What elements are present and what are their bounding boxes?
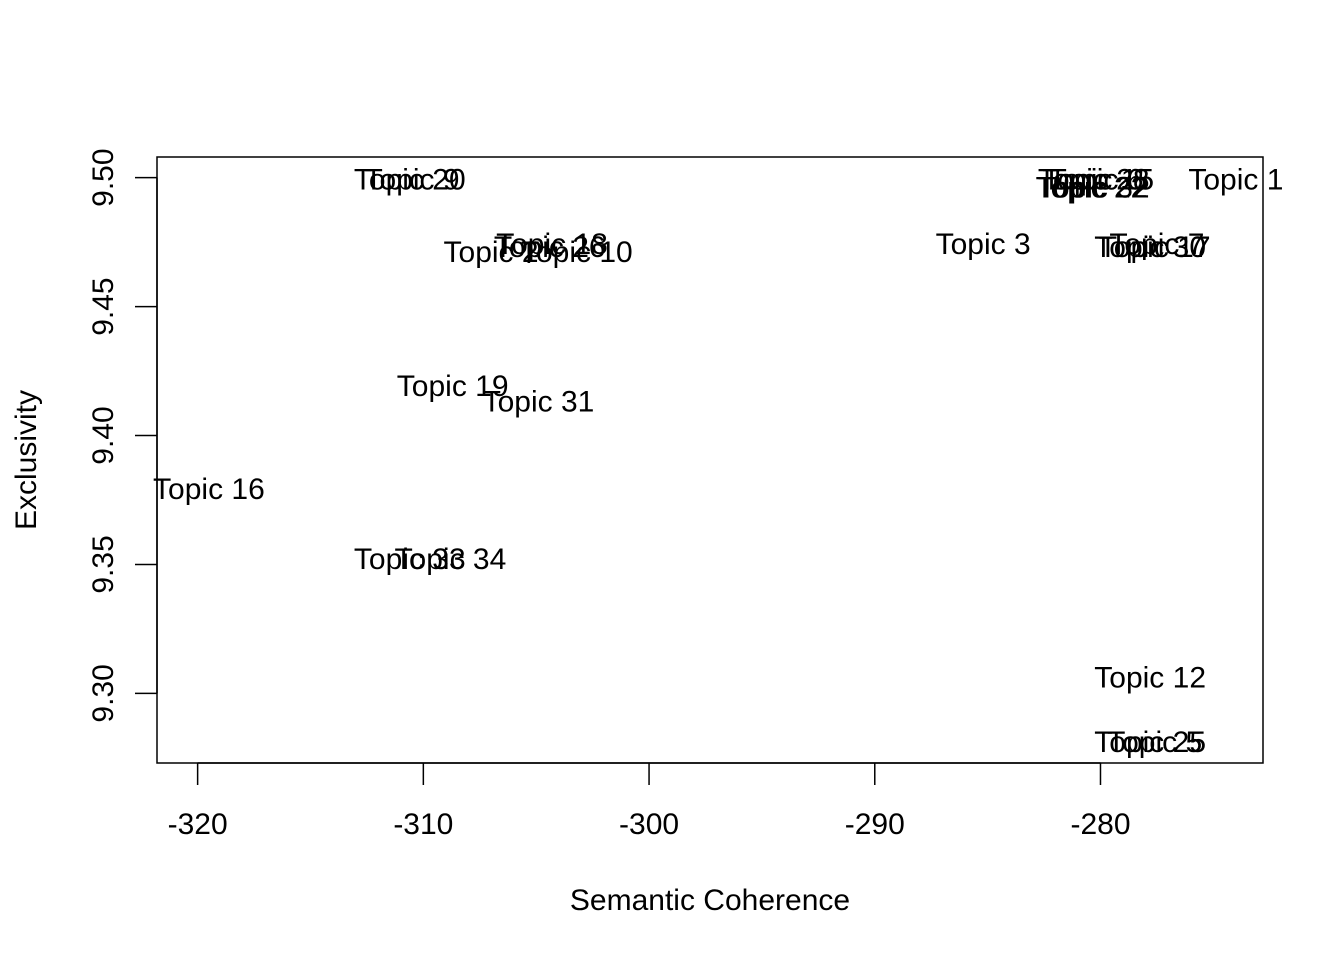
topic-point-label: Topic 22: [1036, 171, 1148, 204]
topic-point-label: Topic 3: [936, 228, 1031, 261]
x-tick-label: -290: [845, 808, 905, 841]
y-axis-title: Exclusivity: [10, 390, 43, 530]
y-tick-label: 9.30: [87, 664, 120, 722]
topic-point-label: Topic 9: [365, 164, 460, 197]
topic-point-label: Topic 15: [1042, 164, 1154, 197]
topic-point-label: Topic 16: [153, 473, 265, 506]
x-tick-label: -310: [393, 808, 453, 841]
x-tick-label: -300: [619, 808, 679, 841]
x-tick-label: -320: [168, 808, 228, 841]
topic-point-label: Topic 34: [395, 543, 507, 576]
topic-point-label: Topic 25: [1094, 726, 1206, 759]
topic-point-label: Topic 6: [1048, 164, 1143, 197]
topic-point-label: Topic 28: [1038, 164, 1150, 197]
y-tick-label: 9.50: [87, 148, 120, 206]
y-tick-label: 9.35: [87, 535, 120, 593]
topic-point-label: Topic 1: [1188, 164, 1283, 197]
topic-point-label: Topic 19: [397, 370, 509, 403]
topic-point-label: Topic 7: [1109, 228, 1204, 261]
topic-point-label: Topic 17: [1099, 231, 1211, 264]
topic-point-label: Topic 2: [444, 236, 539, 269]
y-axis: 9.30 9.35 9.40 9.45 9.50: [87, 148, 158, 723]
y-tick-label: 9.45: [87, 277, 120, 335]
topic-point-label: Topic 33: [354, 543, 466, 576]
topic-point-label: Topic 26: [494, 231, 606, 264]
topic-point-label: Topic 18: [496, 228, 608, 261]
x-tick-label: -280: [1070, 808, 1130, 841]
topic-point-label: Topic 32: [1038, 171, 1150, 204]
topic-point-label: Topic 30: [1094, 231, 1206, 264]
y-tick-label: 9.40: [87, 406, 120, 464]
topic-point-label: Topic 5: [1107, 726, 1202, 759]
topic-point-label: Topic 20: [354, 164, 466, 197]
x-axis-title: Semantic Coherence: [570, 884, 850, 917]
topic-point-label: Topic 10: [521, 236, 633, 269]
topic-point-label: Topic 31: [483, 385, 595, 418]
topic-point-label: Topic 12: [1094, 661, 1206, 694]
x-axis: -320 -310 -300 -290 -280: [168, 762, 1131, 841]
